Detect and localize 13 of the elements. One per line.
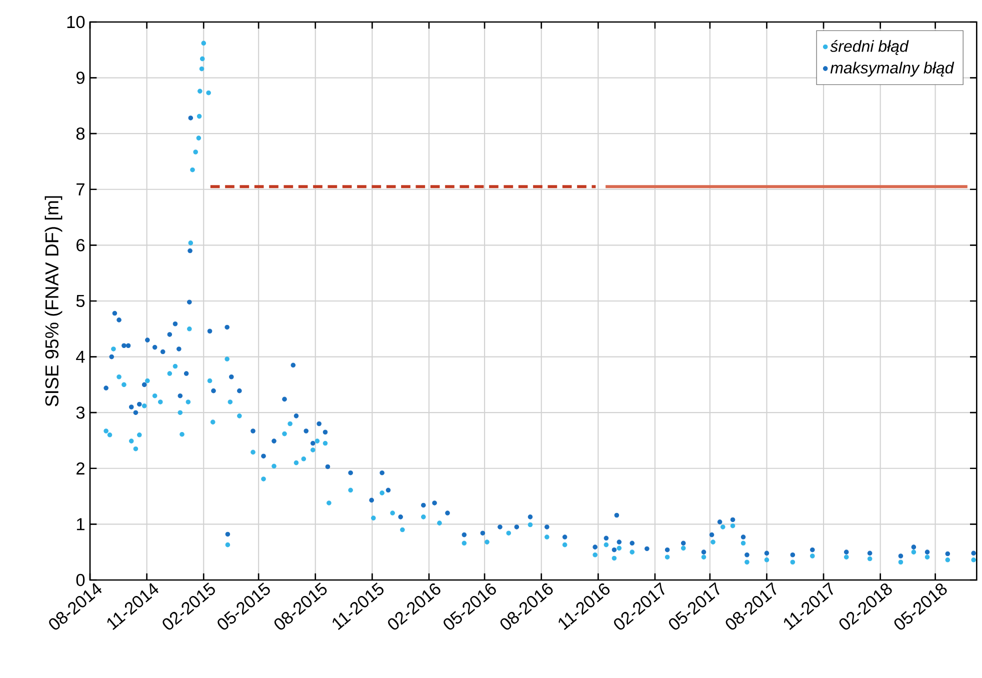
- y-tick-label: 9: [76, 72, 84, 84]
- y-tick-label: 6: [76, 239, 85, 252]
- y-tick-label: 10: [67, 16, 85, 28]
- y-tick-label: 3: [76, 406, 85, 419]
- y-tick-label: 4: [76, 350, 85, 363]
- y-tick-label: 1: [76, 518, 84, 530]
- legend-label: średni błąd: [830, 40, 909, 55]
- y-tick-label: 5: [76, 294, 85, 308]
- y-axis-title: SISE 95% (FNAV DF) [m]: [44, 196, 62, 406]
- y-tick-label: 7: [76, 183, 84, 196]
- y-tick-label: 2: [76, 462, 84, 474]
- legend-label: maksymalny błąd: [830, 62, 954, 77]
- y-tick-label: 8: [76, 127, 85, 140]
